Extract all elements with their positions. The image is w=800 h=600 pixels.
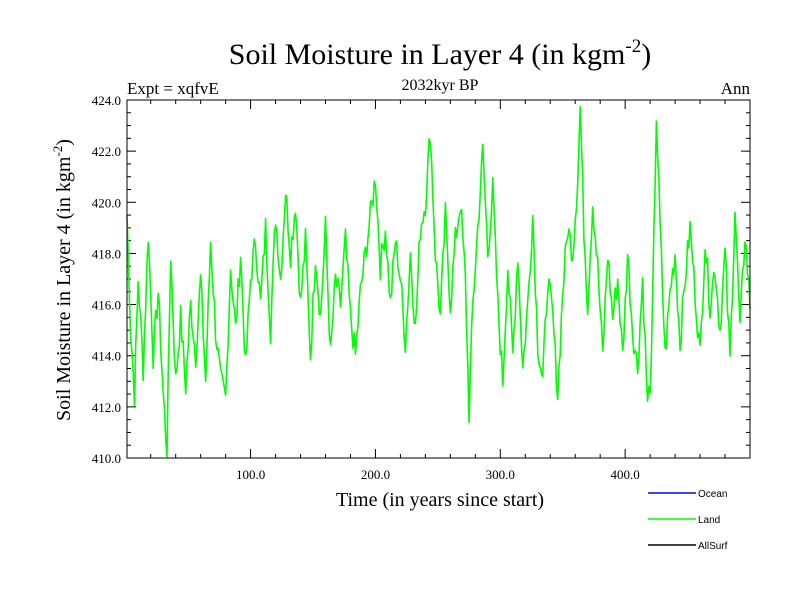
x-tick-label: 200.0 bbox=[361, 467, 390, 482]
y-tick-label: 410.0 bbox=[92, 451, 121, 466]
legend: Ocean Land AllSurf bbox=[648, 489, 728, 552]
legend-label-land: Land bbox=[698, 515, 720, 526]
y-tick-label: 422.0 bbox=[92, 144, 121, 159]
series-line-land bbox=[126, 106, 751, 458]
y-tick-label: 414.0 bbox=[92, 349, 121, 364]
y-tick-label: 418.0 bbox=[92, 246, 121, 261]
y-tick-label: 424.0 bbox=[92, 93, 121, 108]
chart-title: Soil Moisture in Layer 4 (in kgm-2) bbox=[229, 36, 651, 71]
y-tick-label: 416.0 bbox=[92, 298, 121, 313]
plot-frame bbox=[126, 99, 751, 459]
x-tick-label: 100.0 bbox=[236, 467, 265, 482]
x-tick-label: 300.0 bbox=[486, 467, 515, 482]
x-tick-label: 400.0 bbox=[611, 467, 640, 482]
legend-label-allsurf: AllSurf bbox=[698, 541, 728, 552]
y-tick-label: 412.0 bbox=[92, 400, 121, 415]
chart-subtitle: 2032kyr BP bbox=[402, 77, 479, 94]
y-axis-label: Soil Moisture in Layer 4 (in kgm-2) bbox=[50, 139, 75, 421]
y-tick-label: 420.0 bbox=[92, 195, 121, 210]
legend-label-ocean: Ocean bbox=[698, 489, 727, 500]
x-axis-label: Time (in years since start) bbox=[336, 489, 544, 511]
season-label: Ann bbox=[721, 79, 751, 98]
experiment-label: Expt = xqfvE bbox=[127, 79, 219, 98]
